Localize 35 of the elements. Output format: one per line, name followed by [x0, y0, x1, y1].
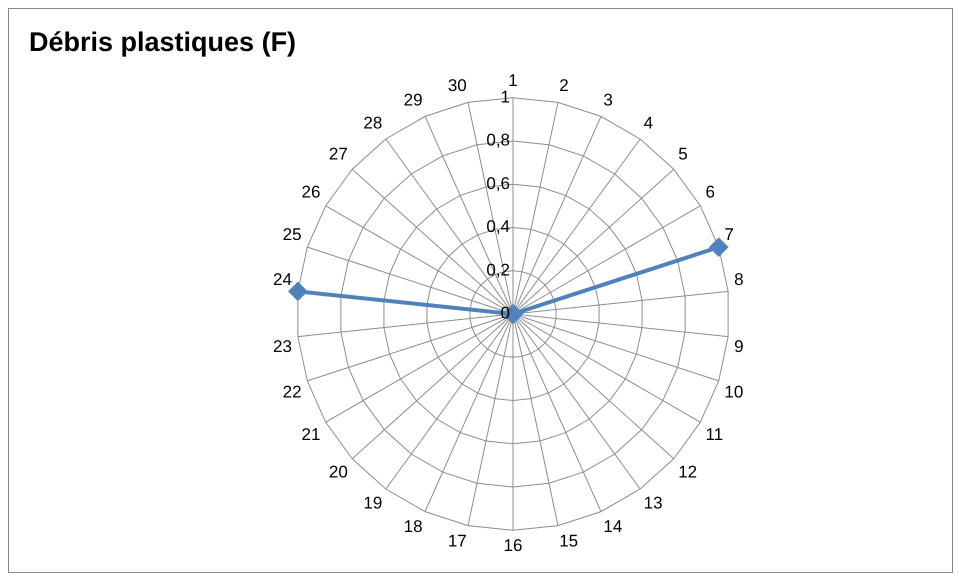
spoke-label: 7: [724, 224, 734, 244]
spoke-label: 16: [504, 536, 522, 556]
y-tick-label: 0,4: [486, 217, 510, 236]
spoke-label: 26: [302, 182, 320, 202]
spoke-label: 25: [282, 224, 302, 244]
spoke-label: 22: [282, 382, 302, 402]
spoke-label: 12: [678, 462, 698, 482]
spoke-label: 15: [559, 531, 578, 550]
spoke-label: 30: [448, 76, 467, 96]
spoke-label: 13: [644, 494, 663, 513]
spoke-label: 6: [706, 182, 715, 202]
spoke-label: 28: [363, 114, 382, 133]
spoke-label: 5: [678, 144, 688, 164]
chart-title: Débris plastiques (F): [29, 27, 296, 58]
spoke-label: 18: [404, 516, 423, 536]
spoke-label: 24: [272, 270, 292, 290]
spoke-label: 2: [559, 76, 569, 96]
spoke-label: 3: [603, 90, 613, 110]
y-tick-label: 0,6: [486, 174, 510, 193]
spoke-label: 20: [328, 462, 348, 482]
spoke-label: 27: [328, 144, 348, 164]
spoke-label: 23: [272, 337, 292, 356]
spoke-label: 4: [644, 114, 654, 133]
spoke-label: 21: [302, 425, 320, 444]
spoke-label: 8: [734, 270, 744, 290]
y-tick-label: 0,2: [486, 260, 510, 280]
spoke-label: 9: [734, 337, 744, 356]
spoke-label: 10: [724, 382, 744, 402]
spoke-label: 14: [603, 516, 622, 536]
spoke-label: 17: [448, 531, 467, 550]
spoke-label: 19: [363, 494, 382, 513]
spoke-label: 29: [404, 90, 423, 110]
y-tick-label: 1: [508, 71, 518, 90]
y-tick-label: 0,8: [486, 130, 510, 150]
spoke-label: 11: [706, 425, 724, 444]
